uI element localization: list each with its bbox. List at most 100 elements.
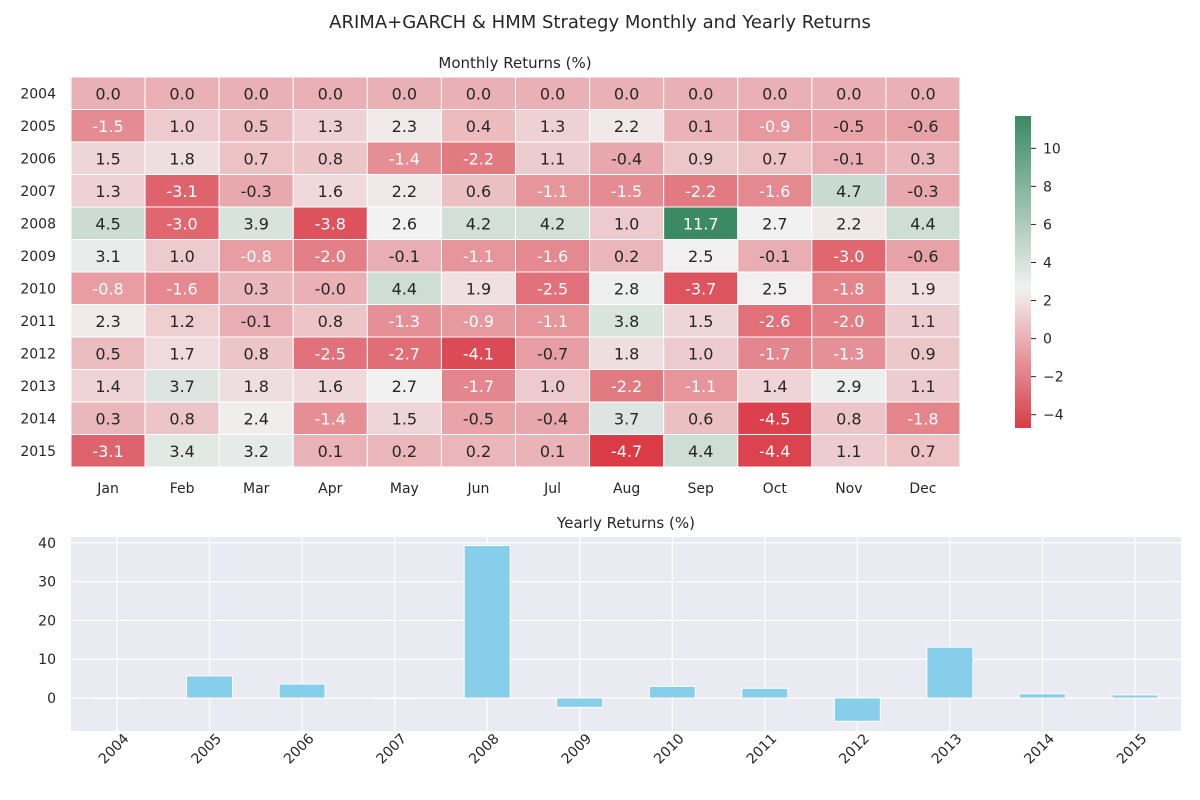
heatmap-cell-label: -0.4 [537,409,568,428]
heatmap-cell-label: 2.5 [688,247,713,266]
yearly-returns-bar-chart: Yearly Returns (%) 0 10 20 30 40 2004 2005 200… [38,514,1181,767]
x-tick-label: 2004 [96,731,133,768]
colorbar-tick-label: 4 [1043,255,1052,271]
heatmap-cell-label: 3.2 [243,442,268,461]
heatmap-cell [144,109,220,143]
heatmap-cell-label: 0.7 [243,149,268,168]
y-tick-label: 0 [47,691,56,707]
heatmap-cell [811,76,887,110]
heatmap-cell-label: 2.8 [614,279,639,298]
heatmap-cell-label: -2.2 [685,182,716,201]
heatmap-cell-label: -0.7 [537,344,568,363]
heatmap-cell-label: 1.8 [243,377,268,396]
heatmap-row-label: 2010 [20,281,56,297]
heatmap-cell-label: -2.0 [315,247,346,266]
plot-background [71,537,1181,731]
heatmap-cell [589,401,665,435]
heatmap-column-label: Jun [467,481,490,497]
heatmap-cell [589,206,665,240]
heatmap-cell-label: -4.5 [759,409,790,428]
heatmap-cell [440,109,516,143]
heatmap-cell-label: 0.1 [318,442,343,461]
heatmap-column-label: Jan [96,481,119,497]
heatmap-cell-label: 0.3 [243,279,268,298]
y-tick-label: 30 [38,575,56,591]
heatmap-cell-label: 3.9 [243,214,268,233]
heatmap-cell [589,174,665,208]
heatmap-cell [366,141,442,175]
heatmap-cell [366,304,442,338]
heatmap-cell [144,174,220,208]
heatmap-cell [366,369,442,403]
heatmap-cell [737,109,813,143]
heatmap-cell-label: 0.9 [910,344,935,363]
heatmap-cell-label: 1.4 [95,377,120,396]
heatmap-cell [515,239,591,273]
heatmap-cell [589,434,665,468]
heatmap-cell-label: -0.3 [907,182,938,201]
heatmap-cell-label: 1.4 [762,377,787,396]
colorbar-tick-label: −2 [1043,370,1064,386]
heatmap-cell [366,206,442,240]
heatmap-cell [440,369,516,403]
bar [186,675,234,699]
heatmap-cell-label: -1.7 [463,377,494,396]
x-tick-label: 2013 [929,731,966,768]
heatmap-cell-label: -0.3 [241,182,272,201]
heatmap-cell-label: 1.3 [95,182,120,201]
heatmap-cell-label: -0.1 [833,149,864,168]
heatmap-cell-label: 4.2 [540,214,565,233]
heatmap-cell [144,401,220,435]
heatmap-cell [218,271,294,305]
heatmap-cell [811,206,887,240]
bar [926,646,974,699]
heatmap-cell [292,239,368,273]
heatmap-cell [737,304,813,338]
heatmap-cell-label: -0.9 [759,117,790,136]
heatmap-cell-label: -0.1 [241,312,272,331]
bar [833,697,881,722]
x-tick-label: 2009 [559,731,596,768]
heatmap-cell-label: 0.7 [910,442,935,461]
heatmap-cell-label: 0.0 [910,84,935,103]
heatmap-cell [811,401,887,435]
heatmap-cell-label: 1.8 [614,344,639,363]
figure-title: ARIMA+GARCH & HMM Strategy Monthly and Y… [329,12,871,33]
heatmap-cell-label: 2.3 [392,117,417,136]
heatmap-column-label: Mar [243,481,270,497]
heatmap-cell-label: 2.2 [392,182,417,201]
heatmap-cell-label: -0.5 [833,117,864,136]
heatmap-row-label: 2008 [20,216,56,232]
heatmap-cell-label: 2.7 [762,214,787,233]
heatmap-cell [885,434,961,468]
bar [556,697,604,708]
heatmap-cell-label: -0.8 [92,279,123,298]
heatmap-cell [366,401,442,435]
heatmap-cell-label: 1.8 [169,149,194,168]
heatmap-cell [218,174,294,208]
heatmap-cell [885,76,961,110]
heatmap-column-label: Oct [763,481,788,497]
heatmap-cell-label: 1.3 [540,117,565,136]
heatmap-cell-label: 0.0 [392,84,417,103]
heatmap-cell-label: 0.1 [540,442,565,461]
heatmap-cell [292,271,368,305]
heatmap-cell-label: 0.7 [762,149,787,168]
heatmap-cell-label: 0.0 [540,84,565,103]
heatmap-cell-label: -0.0 [315,279,346,298]
heatmap-cell-label: -0.6 [907,117,938,136]
heatmap-cell-label: 0.0 [762,84,787,103]
heatmap-cell-label: -1.3 [833,344,864,363]
heatmap-cell-label: -3.1 [167,182,198,201]
heatmap-row-label: 2004 [20,86,56,102]
heatmap-cell [515,401,591,435]
heatmap-cell [663,401,739,435]
heatmap-cell [515,174,591,208]
heatmap-cell-label: 0.5 [243,117,268,136]
heatmap-colorbar: −4 −2 0 2 4 6 8 10 [1015,116,1064,428]
heatmap-cell-label: 1.2 [169,312,194,331]
heatmap-cell-label: -3.0 [167,214,198,233]
heatmap-cell [515,76,591,110]
heatmap-cell-label: 1.7 [169,344,194,363]
